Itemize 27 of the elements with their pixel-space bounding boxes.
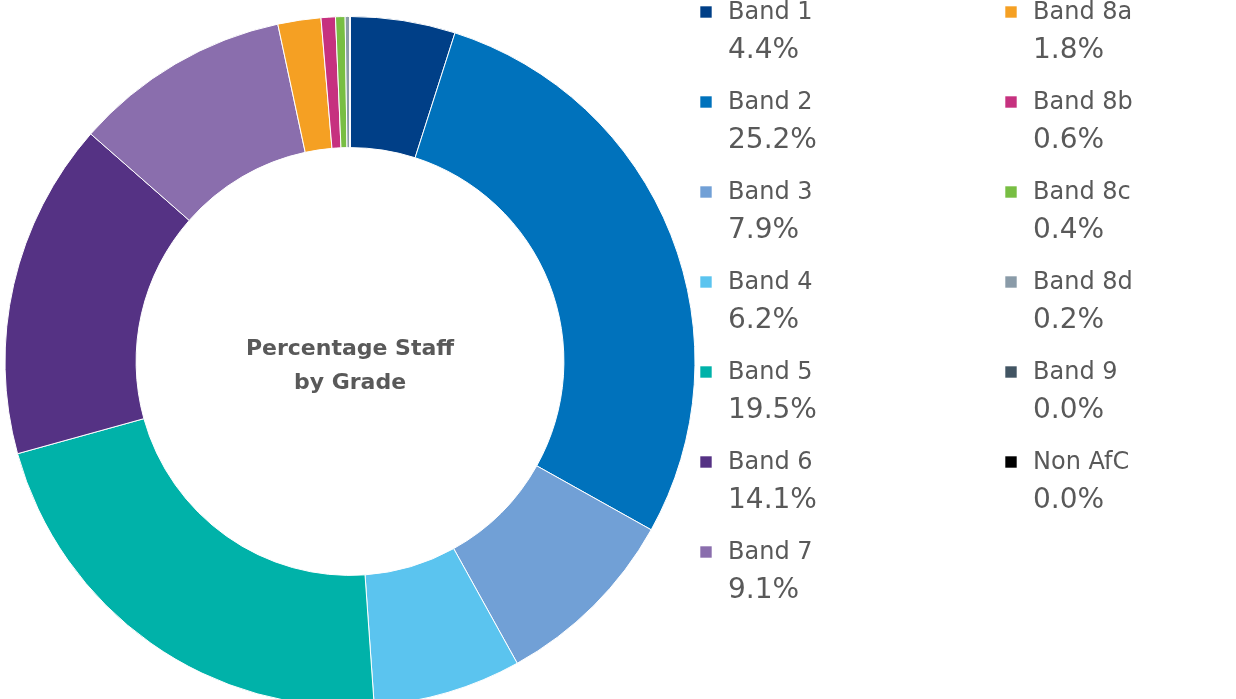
data-label: 25.2%: [728, 122, 817, 155]
data-label: 9.1%: [728, 572, 800, 605]
legend-label: Band 8a: [1033, 0, 1133, 25]
legend-label: Non AfC: [1033, 447, 1130, 475]
text: Percentage Staff by Grade: [245, 334, 456, 394]
legend-label: Band 8b: [1033, 87, 1133, 115]
legend-label: Band 6: [728, 447, 813, 475]
legend-label: Band 3: [728, 177, 813, 205]
legend-label: Band 8c: [1033, 177, 1131, 205]
legend-label: Band 7: [728, 537, 813, 565]
data-label: 1.8%: [1033, 32, 1105, 65]
data-label: 0.6%: [1033, 122, 1105, 155]
data-label: 4.4%: [728, 32, 800, 65]
text: 0.0%: [1033, 482, 1105, 515]
data-label: 7.9%: [728, 212, 800, 245]
legend-label: Band 2: [728, 87, 813, 115]
legend-label: Band 9: [1033, 357, 1118, 385]
data-label: 0.2%: [1033, 302, 1105, 335]
data-label: 6.2%: [728, 302, 800, 335]
legend-label: Band 8d: [1033, 267, 1133, 295]
legend-label: Band 1: [728, 0, 813, 25]
data-label: 14.1%: [728, 482, 817, 515]
data-label: 19.5%: [728, 392, 817, 425]
text: 0.0%: [1033, 392, 1105, 425]
data-label: 0.4%: [1033, 212, 1105, 245]
legend-label: Band 4: [728, 267, 813, 295]
legend-label: Band 5: [728, 357, 813, 385]
